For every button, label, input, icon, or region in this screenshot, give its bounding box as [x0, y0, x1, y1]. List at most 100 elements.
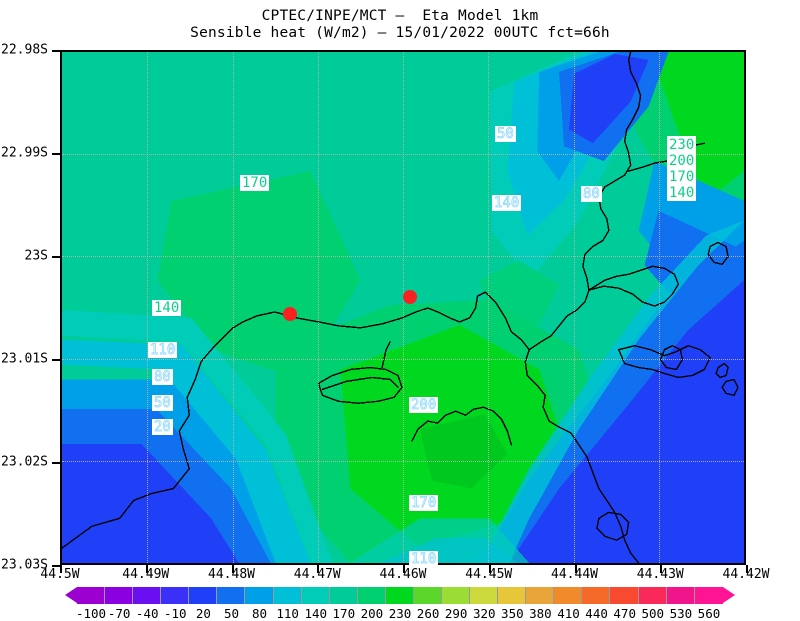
colorbar-swatch[interactable]	[133, 587, 162, 604]
colorbar-swatch[interactable]	[610, 587, 639, 604]
colorbar-swatch[interactable]	[385, 587, 414, 604]
colorbar-tick-label: 380	[529, 606, 552, 621]
station-2	[403, 290, 417, 304]
x-axis-tick	[488, 565, 491, 573]
colorbar-tick-label: 290	[444, 606, 468, 621]
contour-label: 140	[152, 300, 182, 316]
x-axis-tick	[60, 565, 62, 573]
contour-label: 20	[152, 419, 173, 435]
contour-label: 110	[148, 342, 178, 358]
x-axis-tick	[317, 565, 320, 573]
x-axis-tick	[660, 565, 663, 573]
contour-label: 200	[409, 397, 439, 413]
colorbar-swatch[interactable]	[245, 587, 274, 604]
colorbar-tick-label: -40	[135, 606, 159, 621]
contour-label: 50	[495, 126, 516, 142]
colorbar-under-arrow	[65, 587, 77, 603]
colorbar-swatch[interactable]	[470, 587, 499, 604]
contour-label: 50	[152, 395, 173, 411]
x-axis-label: 44.47W	[293, 567, 341, 582]
x-axis-label: 44.49W	[122, 567, 170, 582]
colorbar-tick-label: 230	[388, 606, 412, 621]
colorbar-swatch[interactable]	[217, 587, 246, 604]
colorbar-tick-label: 200	[360, 606, 384, 621]
y-axis-tick	[52, 359, 60, 361]
colorbar[interactable]	[65, 587, 735, 604]
x-axis-tick	[403, 565, 405, 573]
y-axis-label: 23.02S	[1, 454, 48, 470]
contour-label: 80	[152, 369, 173, 385]
colorbar-swatches[interactable]	[77, 587, 723, 604]
contour-label: 230 200 170 140	[667, 136, 697, 201]
colorbar-swatch[interactable]	[357, 587, 386, 604]
colorbar-tick-label: 260	[416, 606, 440, 621]
colorbar-swatch[interactable]	[413, 587, 443, 604]
colorbar-swatch[interactable]	[526, 587, 555, 604]
contour-label: 170	[240, 175, 270, 191]
colorbar-swatch[interactable]	[273, 587, 302, 604]
colorbar-swatch[interactable]	[442, 587, 471, 604]
colorbar-tick-label: 170	[332, 606, 356, 621]
colorbar-swatch[interactable]	[189, 587, 218, 604]
colorbar-swatch[interactable]	[666, 587, 695, 604]
contour-label: 110	[409, 551, 439, 567]
y-axis-tick	[52, 50, 60, 52]
colorbar-tick-label: 320	[472, 606, 496, 621]
colorbar-swatch[interactable]	[105, 587, 134, 604]
title-line-2: Sensible heat (W/m2) — 15/01/2022 00UTC …	[190, 25, 610, 41]
colorbar-tick-label: -70	[107, 606, 131, 621]
y-axis-label: 23.03S	[1, 557, 48, 573]
y-axis-label: 22.98S	[1, 42, 48, 58]
colorbar-tick-label: 140	[304, 606, 328, 621]
colorbar-swatch[interactable]	[329, 587, 358, 604]
contour-label: 80	[581, 186, 602, 202]
x-axis-label: 44.45W	[465, 567, 513, 582]
y-axis-tick	[52, 462, 60, 464]
x-axis-label: 44.48W	[208, 567, 255, 582]
y-axis-label: 22.99S	[1, 145, 48, 161]
colorbar-tick-label: -10	[164, 606, 187, 621]
x-axis-tick	[145, 565, 148, 573]
colorbar-swatch[interactable]	[694, 587, 723, 604]
colorbar-swatch[interactable]	[161, 587, 190, 604]
colorbar-swatch[interactable]	[301, 587, 330, 604]
colorbar-swatch[interactable]	[638, 587, 667, 604]
colorbar-tick-label: 80	[252, 606, 268, 621]
contour-label: 170	[409, 495, 439, 511]
colorbar-swatch[interactable]	[554, 587, 583, 604]
colorbar-tick-label: 500	[641, 606, 665, 621]
colorbar-tick-label: 50	[223, 606, 239, 621]
colorbar-tick-label: 530	[669, 606, 693, 621]
y-axis-tick	[52, 256, 60, 258]
colorbar-tick-label: 440	[585, 606, 608, 621]
x-axis-tick	[574, 565, 577, 573]
x-axis-tick	[231, 565, 234, 573]
colorbar-swatch[interactable]	[77, 587, 106, 604]
contour-label: 140	[492, 195, 522, 211]
colorbar-tick-label: 110	[276, 606, 299, 621]
x-axis-label: 44.44W	[551, 567, 598, 582]
y-axis-tick	[52, 153, 60, 155]
x-axis-label: 44.5W	[40, 567, 80, 582]
colorbar-tick-label: 470	[613, 606, 636, 621]
colorbar-tick-label: 20	[195, 606, 211, 621]
colorbar-swatch[interactable]	[498, 587, 527, 604]
chart-title: CPTEC/INPE/MCT — Eta Model 1km Sensible …	[0, 8, 800, 42]
y-axis-label: 23S	[24, 248, 48, 264]
x-axis-label: 44.43W	[636, 567, 684, 582]
title-line-1: CPTEC/INPE/MCT — Eta Model 1km	[261, 8, 539, 24]
colorbar-tick-label: 560	[697, 606, 721, 621]
colorbar-tick-label: -100	[75, 606, 107, 621]
x-axis-label: 44.46W	[379, 567, 427, 582]
colorbar-over-arrow	[723, 587, 735, 603]
station-1	[283, 307, 297, 321]
map-plot-area	[60, 50, 746, 565]
colorbar-tick-label: 410	[557, 606, 580, 621]
colorbar-swatch[interactable]	[582, 587, 611, 604]
x-axis-label: 44.42W	[722, 567, 770, 582]
y-axis-tick	[52, 565, 60, 567]
x-axis-tick	[746, 565, 748, 573]
colorbar-tick-label: 350	[501, 606, 524, 621]
y-axis-label: 23.01S	[1, 351, 48, 367]
